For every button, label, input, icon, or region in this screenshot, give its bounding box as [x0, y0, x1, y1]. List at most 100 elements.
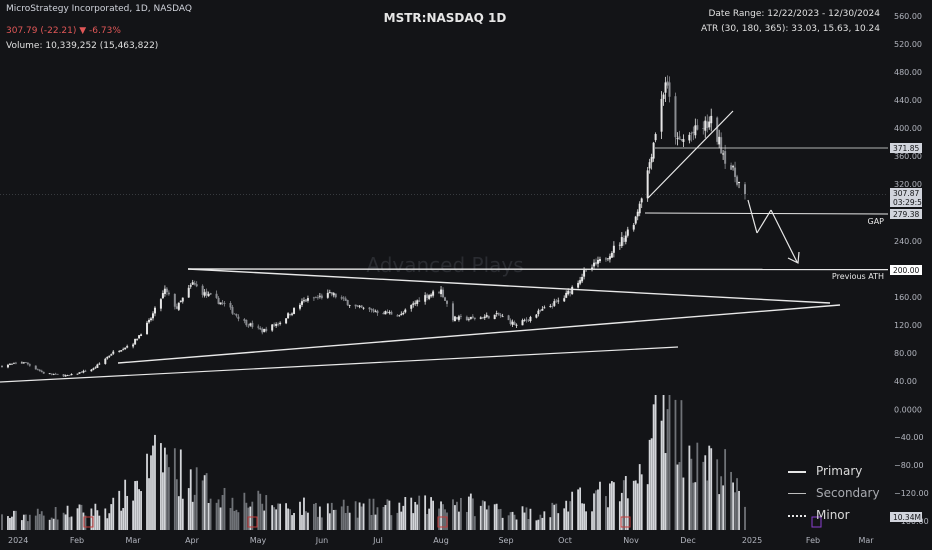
volume-bar — [162, 472, 164, 530]
candle-body — [265, 328, 268, 331]
time-tick-label: Jun — [315, 536, 329, 545]
volume-bar — [261, 503, 264, 530]
candle-body — [229, 302, 232, 308]
candle-body — [529, 316, 532, 322]
candle-body — [112, 351, 115, 354]
candle-body — [555, 300, 558, 302]
time-tick-label: Dec — [680, 536, 695, 545]
candle-body — [275, 324, 278, 326]
candle-body — [455, 317, 458, 320]
volume-bar — [428, 508, 431, 530]
candle-body — [289, 313, 292, 316]
candle-body — [674, 96, 677, 138]
price-tag — [890, 188, 922, 198]
candle-body — [632, 224, 635, 230]
candle-body — [640, 198, 643, 203]
volume-bar — [173, 448, 176, 530]
candle-body — [565, 292, 568, 298]
volume-bar — [412, 513, 415, 530]
candle-body — [457, 316, 460, 320]
candle-body — [124, 347, 127, 350]
volume-bar — [404, 497, 407, 530]
volume-bar — [481, 500, 484, 530]
candle-body — [215, 293, 218, 298]
volume-bar — [565, 500, 568, 530]
volume-bar — [483, 501, 486, 530]
candle-body — [610, 252, 613, 258]
candle-body — [515, 324, 518, 326]
time-tick-label: May — [250, 536, 267, 545]
volume-bar — [485, 509, 488, 530]
time-tick-label: 2024 — [8, 536, 28, 545]
candle-body — [273, 324, 276, 326]
candle-body — [1, 365, 3, 368]
candle-body — [497, 312, 500, 315]
volume-bar — [177, 496, 180, 530]
candle-body — [541, 308, 544, 311]
candle-body — [483, 316, 486, 319]
volume-bar — [279, 503, 282, 530]
volume-bar — [555, 503, 558, 530]
volume-bar — [22, 514, 25, 530]
volume-bar — [688, 445, 691, 530]
volume-bar — [440, 501, 442, 530]
volume-bar — [620, 492, 623, 530]
candle-body — [201, 285, 204, 295]
candle-body — [722, 153, 725, 155]
volume-bar — [104, 508, 107, 530]
legend-secondary: Secondary — [788, 486, 880, 500]
candle-body — [424, 295, 427, 302]
candle-body — [70, 374, 73, 376]
volume-bar — [132, 500, 135, 530]
candle-body — [706, 121, 709, 129]
volume-bar — [20, 520, 23, 530]
candle-body — [453, 316, 456, 322]
candle-body — [259, 327, 262, 330]
candle-body — [557, 300, 560, 302]
volume-bar — [515, 519, 518, 530]
candle-body — [52, 374, 55, 375]
volume-bar — [597, 489, 599, 530]
volume-bar — [235, 509, 238, 530]
candle-body — [398, 315, 401, 317]
candle-body — [563, 298, 566, 302]
volume-bar — [690, 458, 693, 530]
candle-body — [360, 305, 363, 308]
candle-body — [36, 369, 39, 371]
volume-bar — [460, 497, 462, 530]
volume-bar — [610, 481, 613, 530]
candle-body — [24, 362, 27, 363]
candle-body — [678, 136, 681, 140]
atr-line: ATR (30, 180, 365): 33.03, 15.63, 10.24 — [701, 24, 880, 34]
volume-bar — [245, 502, 248, 530]
volume-bar — [34, 515, 37, 530]
candle-body — [94, 367, 97, 369]
candle-body — [243, 319, 246, 321]
volume-bar — [370, 514, 373, 530]
candle-body — [442, 289, 445, 298]
candle-body — [710, 115, 713, 124]
volume-bar — [388, 500, 391, 530]
candle-body — [6, 364, 9, 368]
volume-bar — [11, 516, 13, 530]
volume-bar — [229, 508, 232, 530]
volume-bar — [108, 513, 111, 530]
volume-bar — [666, 409, 669, 530]
candle-body — [203, 292, 206, 296]
candle-body — [664, 82, 667, 93]
volume-bar — [209, 498, 212, 530]
volume-bar — [458, 511, 460, 530]
price-tag-label: 279.38 — [893, 210, 919, 219]
candle-body — [736, 176, 739, 185]
volume-bar — [736, 478, 738, 530]
volume-bar — [702, 461, 705, 530]
candle-body — [177, 302, 180, 310]
candle-body — [732, 166, 735, 168]
candle-body — [634, 216, 637, 224]
legend-secondary-label: Secondary — [816, 486, 880, 500]
volume-bar — [452, 499, 454, 530]
volume-bar — [704, 455, 707, 530]
volume-bar — [334, 509, 337, 530]
volume-bar — [660, 420, 663, 530]
